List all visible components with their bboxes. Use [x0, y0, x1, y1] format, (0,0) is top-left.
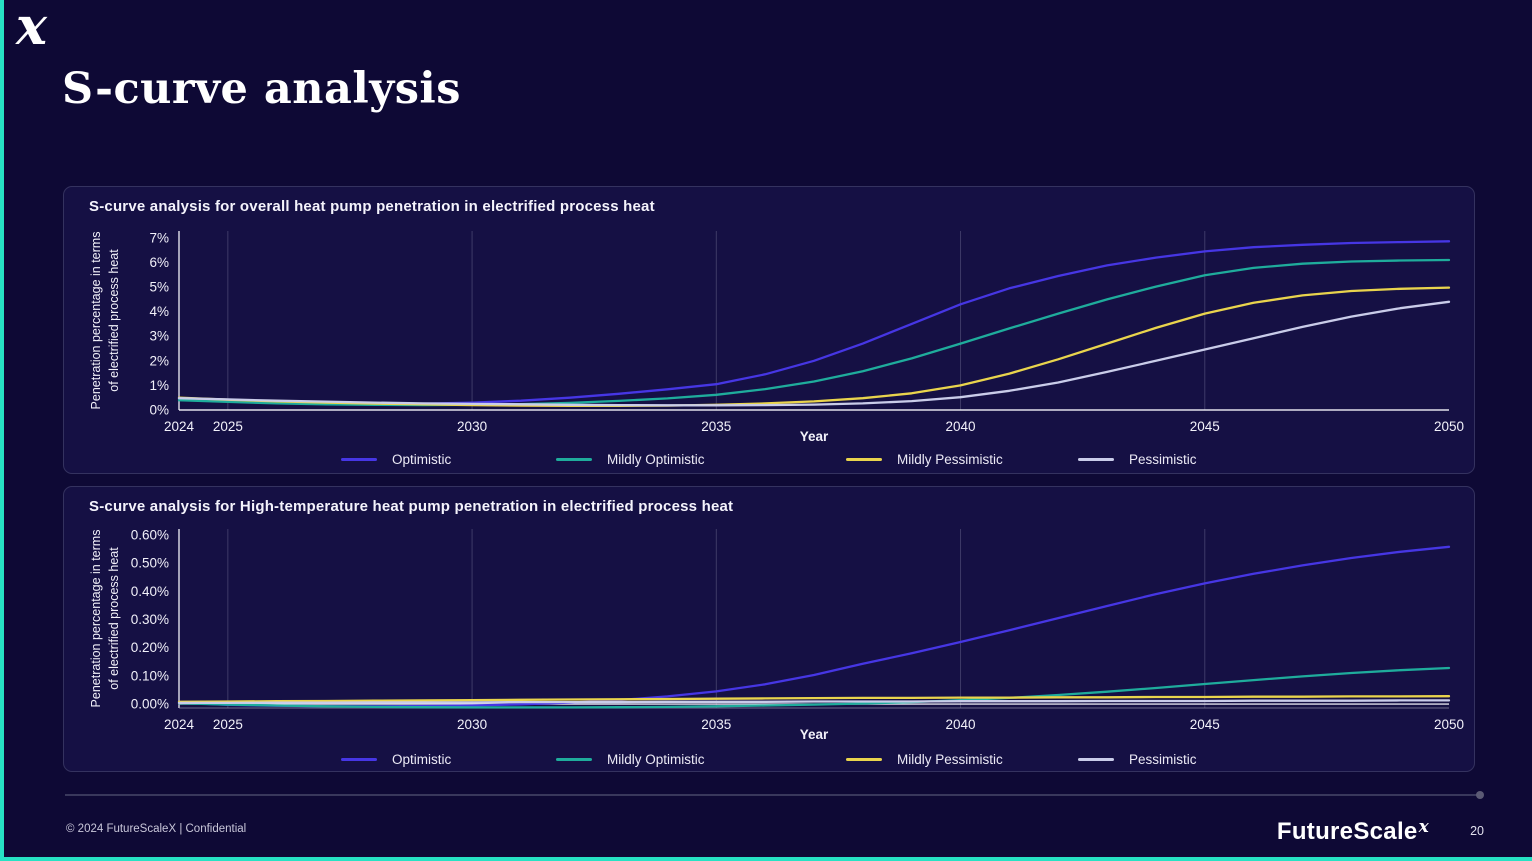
line-chart-overall: 0% 1% 2% 3% 4% 5% 6% 7% 2024 2025 2030 2035 2040 2045… [89, 230, 1464, 444]
svg-text:2035: 2035 [701, 419, 731, 434]
svg-text:Penetration percentage in term: Penetration percentage in terms [89, 530, 103, 708]
legend-item-optimistic: Optimistic [341, 749, 451, 769]
svg-text:2%: 2% [149, 353, 169, 368]
svg-text:2045: 2045 [1190, 717, 1220, 732]
legend-label-mildly-pessimistic: Mildly Pessimistic [897, 451, 1003, 467]
svg-text:Penetration percentage in term: Penetration percentage in terms [89, 232, 103, 410]
legend-label-optimistic: Optimistic [392, 751, 452, 767]
footer-copyright: © 2024 FutureScaleX | Confidential [66, 823, 247, 835]
legend-label-mildly-optimistic: Mildly Optimistic [607, 751, 705, 767]
svg-text:2050: 2050 [1434, 717, 1464, 732]
legend-label-pessimistic: Pessimistic [1129, 451, 1197, 467]
legend-swatch-mildly-optimistic [556, 457, 592, 461]
svg-text:0.30%: 0.30% [131, 612, 169, 627]
footer-brand-text: FutureScale [1276, 818, 1418, 845]
svg-text:0.40%: 0.40% [131, 584, 169, 599]
svg-text:Year: Year [800, 727, 829, 742]
legend-item-mildly-optimistic: Mildly Optimistic [556, 449, 705, 469]
svg-text:2035: 2035 [701, 717, 731, 732]
legend-swatch-optimistic [341, 757, 377, 761]
brand-x-icon: x [16, 0, 48, 57]
svg-text:0.60%: 0.60% [131, 527, 169, 542]
chart-legend-high-temperature: Optimistic Mildly Optimistic Mildly Pess… [64, 749, 1474, 771]
legend-swatch-mildly-pessimistic [846, 457, 882, 461]
chart-title-high-temperature: S-curve analysis for High-temperature he… [89, 498, 734, 515]
legend-item-pessimistic: Pessimistic [1078, 749, 1197, 769]
svg-text:2030: 2030 [457, 419, 487, 434]
svg-text:of electrified process heat: of electrified process heat [107, 547, 121, 690]
svg-text:2040: 2040 [946, 717, 976, 732]
svg-text:2040: 2040 [946, 419, 976, 434]
legend-swatch-pessimistic [1078, 757, 1114, 761]
legend-swatch-optimistic [341, 457, 377, 461]
svg-text:6%: 6% [149, 255, 169, 270]
svg-text:2050: 2050 [1434, 419, 1464, 434]
svg-text:0.00%: 0.00% [131, 697, 169, 712]
svg-text:0.50%: 0.50% [131, 556, 169, 571]
svg-text:5%: 5% [149, 280, 169, 295]
legend-label-optimistic: Optimistic [392, 451, 452, 467]
svg-text:1%: 1% [149, 378, 169, 393]
legend-swatch-mildly-optimistic [556, 757, 592, 761]
svg-text:2025: 2025 [213, 717, 243, 732]
footer-divider-dot [1476, 791, 1484, 799]
chart-panel-high-temperature: S-curve analysis for High-temperature he… [63, 486, 1475, 772]
svg-text:4%: 4% [149, 304, 169, 319]
chart-title-overall: S-curve analysis for overall heat pump p… [89, 198, 655, 215]
legend-item-mildly-optimistic: Mildly Optimistic [556, 749, 705, 769]
svg-text:Year: Year [800, 429, 829, 444]
legend-item-optimistic: Optimistic [341, 449, 451, 469]
legend-label-pessimistic: Pessimistic [1129, 751, 1197, 767]
svg-text:2025: 2025 [213, 419, 243, 434]
legend-label-mildly-pessimistic: Mildly Pessimistic [897, 751, 1003, 767]
legend-item-mildly-pessimistic: Mildly Pessimistic [846, 449, 1003, 469]
svg-text:2024: 2024 [164, 419, 195, 434]
svg-text:2024: 2024 [164, 717, 195, 732]
svg-text:of electrified process heat: of electrified process heat [107, 249, 121, 392]
page-title: S-curve analysis [62, 64, 461, 114]
svg-text:2030: 2030 [457, 717, 487, 732]
footer-brand-x-icon: x [1418, 817, 1429, 837]
legend-item-pessimistic: Pessimistic [1078, 449, 1197, 469]
svg-text:0.10%: 0.10% [131, 668, 169, 683]
chart-panel-overall: S-curve analysis for overall heat pump p… [63, 186, 1475, 474]
page-number: 20 [1470, 824, 1484, 838]
svg-text:2045: 2045 [1190, 419, 1220, 434]
line-chart-high-temperature: 0.00% 0.10% 0.20% 0.30% 0.40% 0.50% 0.60% 2024 2… [89, 527, 1464, 742]
footer-divider [65, 794, 1479, 796]
legend-label-mildly-optimistic: Mildly Optimistic [607, 451, 705, 467]
legend-item-mildly-pessimistic: Mildly Pessimistic [846, 749, 1003, 769]
footer-brand-logo: FutureScalex [1276, 815, 1429, 846]
accent-edge-left [0, 0, 4, 861]
chart-legend-overall: Optimistic Mildly Optimistic Mildly Pess… [64, 449, 1474, 471]
svg-text:7%: 7% [149, 230, 169, 245]
legend-swatch-pessimistic [1078, 457, 1114, 461]
svg-text:0.20%: 0.20% [131, 640, 169, 655]
svg-text:0%: 0% [149, 403, 169, 418]
accent-edge-bottom [0, 857, 1532, 861]
svg-text:3%: 3% [149, 329, 169, 344]
legend-swatch-mildly-pessimistic [846, 757, 882, 761]
